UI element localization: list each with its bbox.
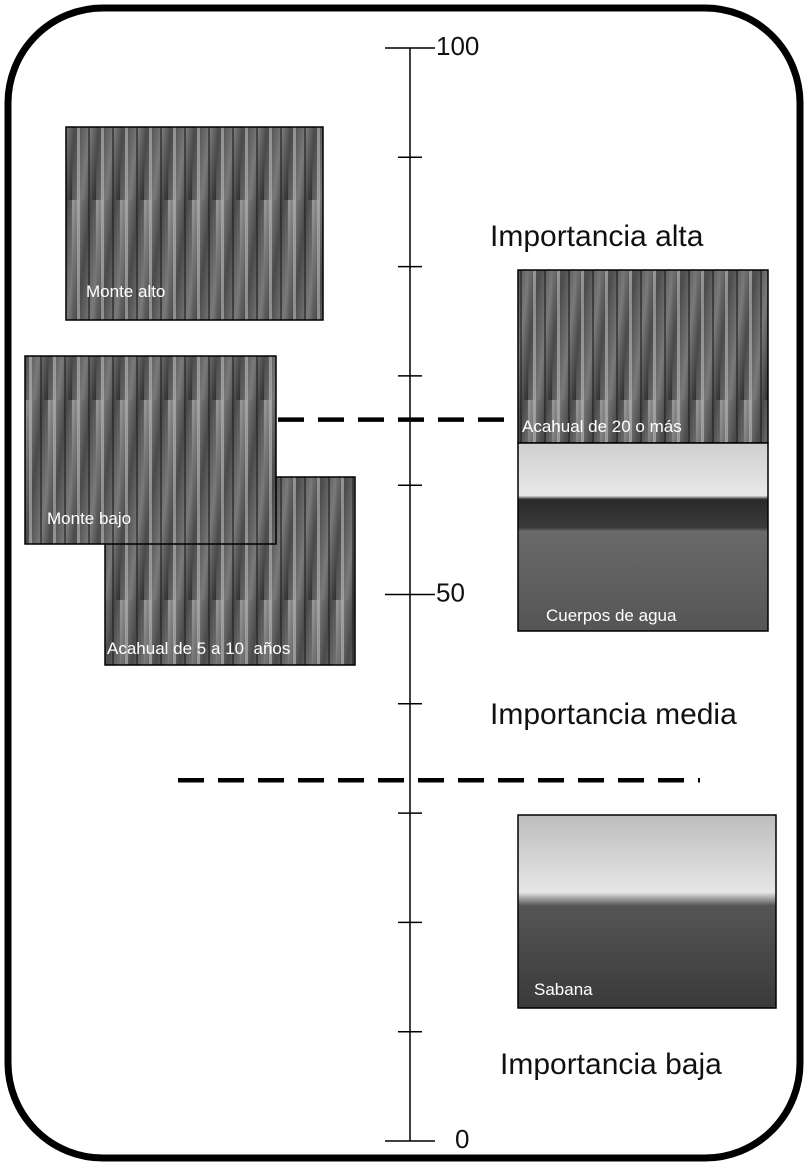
photo: Acahual de 20 o más	[518, 270, 768, 443]
zone-label: Importancia media	[490, 698, 737, 731]
photo: Monte bajo	[25, 356, 276, 544]
tick-label: 50	[436, 577, 465, 607]
photo: Monte alto	[66, 127, 323, 320]
zone-label: Importancia baja	[500, 1048, 722, 1081]
diagram: Monte alto Acahual de 20 o más Cuerpos de …	[0, 0, 808, 1165]
tick-label: 100	[436, 31, 479, 61]
photo-caption: Sabana	[534, 980, 593, 999]
photo-caption: Acahual de 5 a 10 años	[107, 639, 290, 658]
photo-caption: Monte bajo	[47, 509, 131, 528]
photo-caption: Acahual de 20 o más	[522, 417, 682, 436]
zone-label: Importancia alta	[490, 220, 704, 253]
photo-image	[518, 443, 768, 631]
photo-caption: Monte alto	[86, 282, 165, 301]
photo: Cuerpos de agua	[518, 443, 768, 631]
tick-label: 0	[455, 1124, 469, 1154]
photo-caption: Cuerpos de agua	[546, 606, 677, 625]
photo: Sabana	[518, 815, 776, 1008]
